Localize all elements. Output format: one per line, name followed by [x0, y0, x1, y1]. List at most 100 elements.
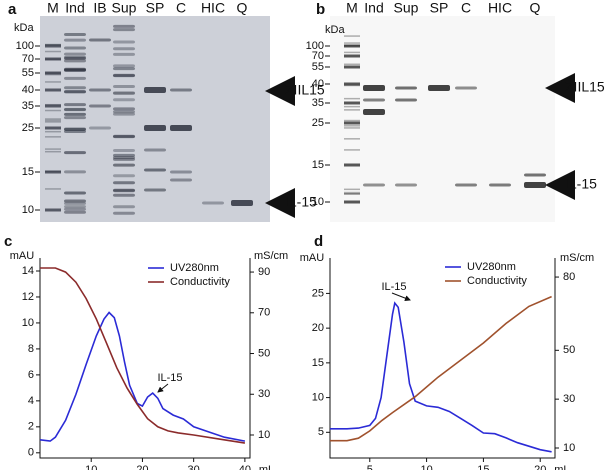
band-label: IL-15: [285, 194, 317, 210]
annotation-arrow: [157, 383, 169, 393]
y-tick-label: 8: [28, 343, 34, 355]
protein-band: [113, 193, 135, 197]
marker-band: [344, 42, 360, 44]
protein-band: [113, 148, 135, 152]
y2-tick-label: 30: [563, 393, 575, 405]
x-tick-label: 30: [188, 464, 200, 470]
protein-band: [113, 205, 135, 209]
protein-band: [113, 52, 135, 56]
protein-band: [170, 170, 192, 174]
protein-band: [64, 112, 86, 116]
protein-band: [113, 163, 135, 167]
marker-band: [344, 35, 360, 37]
x-unit: mL: [259, 464, 274, 470]
lane-label: M: [47, 0, 59, 16]
marker-label: 35: [22, 100, 34, 112]
protein-band: [64, 116, 86, 120]
legend-label: Conductivity: [170, 276, 230, 288]
protein-band: [64, 55, 86, 59]
y2-tick-label: 50: [258, 347, 270, 359]
protein-band: [113, 47, 135, 51]
marker-band: [344, 101, 360, 105]
marker-band: [344, 149, 360, 151]
marker-label: 100: [16, 40, 34, 52]
protein-band: [64, 170, 86, 174]
marker-label: 10: [312, 196, 324, 208]
marker-band: [344, 63, 360, 66]
y-tick-label: 25: [312, 287, 324, 299]
protein-band: [64, 210, 86, 214]
marker-band: [45, 170, 61, 173]
marker-label: 25: [312, 117, 324, 129]
protein-band: [113, 40, 135, 44]
band-label: ZIIL15: [285, 82, 325, 98]
protein-band: [64, 52, 86, 56]
band-label: ZIIL15: [565, 79, 605, 95]
protein-band: [113, 188, 135, 192]
marker-band: [45, 103, 61, 106]
protein-band: [89, 88, 111, 92]
marker-label: 100: [306, 40, 324, 52]
x-tick-label: 40: [239, 464, 251, 470]
marker-band: [45, 57, 61, 61]
lane-label: Sup: [112, 0, 137, 16]
protein-band: [113, 107, 135, 111]
protein-band: [64, 199, 86, 203]
y2-axis-label: mS/cm: [254, 250, 288, 262]
protein-band: [113, 91, 135, 95]
marker-label: 25: [22, 122, 34, 134]
protein-band: [113, 67, 135, 71]
marker-band: [45, 81, 61, 83]
marker-band: [344, 51, 360, 54]
protein-band: [64, 207, 86, 211]
band-label: IL-15: [565, 176, 597, 192]
protein-band: [64, 108, 86, 112]
marker-band: [344, 200, 360, 204]
protein-band: [64, 68, 86, 72]
y-tick-label: 10: [312, 391, 324, 403]
y2-tick-label: 30: [258, 388, 270, 400]
marker-band: [45, 119, 61, 122]
marker-label: 55: [22, 67, 34, 79]
lane-label: SP: [146, 0, 165, 16]
protein-band: [64, 38, 86, 42]
marker-band: [344, 84, 360, 87]
protein-band: [89, 104, 111, 108]
protein-band: [144, 87, 166, 93]
panel-letter: d: [314, 233, 323, 250]
axes: [39, 258, 251, 459]
protein-band: [489, 183, 511, 187]
marker-label: 55: [312, 61, 324, 73]
protein-band: [64, 103, 86, 107]
protein-band: [144, 168, 166, 172]
protein-band: [113, 74, 135, 78]
marker-band: [344, 119, 360, 122]
protein-band: [455, 86, 477, 90]
protein-band: [363, 85, 385, 91]
protein-band: [144, 188, 166, 192]
marker-band: [45, 130, 61, 133]
marker-band: [344, 188, 360, 191]
gel-a-background: [40, 16, 270, 222]
y-tick-label: 0: [28, 447, 34, 459]
marker-band: [344, 127, 360, 129]
protein-band: [363, 98, 385, 102]
protein-band: [64, 59, 86, 63]
y2-tick-label: 80: [563, 271, 575, 283]
protein-band: [170, 178, 192, 182]
annotation: IL-15: [381, 281, 406, 293]
marker-band: [45, 109, 61, 112]
marker-band: [45, 71, 61, 75]
protein-band: [64, 127, 86, 131]
protein-band: [113, 156, 135, 160]
x-tick-label: 20: [136, 464, 148, 470]
marker-band: [45, 44, 61, 46]
x-unit: mL: [554, 464, 569, 470]
protein-band: [524, 173, 546, 177]
protein-band: [113, 174, 135, 178]
marker-band: [45, 136, 61, 138]
y-tick-label: 5: [318, 426, 324, 438]
panel-letter: c: [4, 233, 12, 250]
protein-band: [113, 91, 135, 95]
